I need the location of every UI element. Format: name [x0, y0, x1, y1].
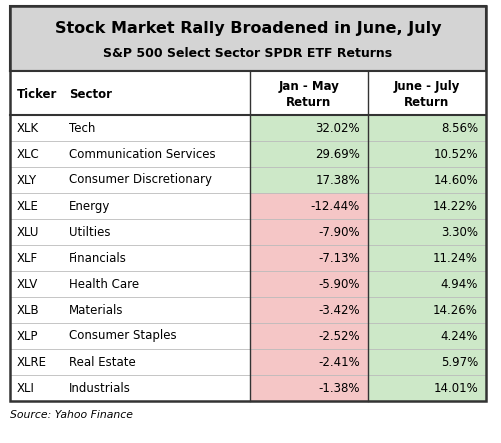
- Bar: [250, 219, 368, 245]
- Bar: [10, 6, 486, 71]
- Bar: [368, 115, 486, 141]
- Text: 10.52%: 10.52%: [433, 148, 478, 160]
- Bar: [368, 271, 486, 297]
- Bar: [10, 219, 250, 245]
- Bar: [10, 349, 250, 375]
- Bar: [10, 375, 250, 401]
- Text: Stock Market Rally Broadened in June, July: Stock Market Rally Broadened in June, Ju…: [55, 20, 441, 35]
- Text: XLV: XLV: [17, 277, 38, 291]
- Bar: [250, 193, 368, 219]
- Text: Jan - May
Return: Jan - May Return: [279, 79, 340, 109]
- Text: Ticker: Ticker: [17, 88, 58, 101]
- Text: 14.26%: 14.26%: [433, 303, 478, 316]
- Text: 14.01%: 14.01%: [433, 381, 478, 395]
- Bar: [250, 115, 368, 141]
- Bar: [250, 375, 368, 401]
- Bar: [368, 193, 486, 219]
- Text: Consumer Staples: Consumer Staples: [69, 330, 177, 342]
- Text: Industrials: Industrials: [69, 381, 131, 395]
- Bar: [368, 349, 486, 375]
- Text: XLK: XLK: [17, 121, 39, 135]
- Text: 8.56%: 8.56%: [441, 121, 478, 135]
- Text: June - July
Return: June - July Return: [394, 79, 460, 109]
- Text: -7.90%: -7.90%: [318, 225, 360, 238]
- Bar: [368, 167, 486, 193]
- Text: XLB: XLB: [17, 303, 40, 316]
- Text: Health Care: Health Care: [69, 277, 139, 291]
- Bar: [368, 245, 486, 271]
- Text: XLF: XLF: [17, 252, 38, 264]
- Bar: [368, 219, 486, 245]
- Bar: [368, 297, 486, 323]
- Text: 17.38%: 17.38%: [315, 174, 360, 187]
- Text: Energy: Energy: [69, 199, 110, 213]
- Bar: [250, 349, 368, 375]
- Text: XLC: XLC: [17, 148, 40, 160]
- Text: 3.30%: 3.30%: [441, 225, 478, 238]
- Bar: [10, 6, 486, 401]
- Bar: [10, 271, 250, 297]
- Text: 11.24%: 11.24%: [433, 252, 478, 264]
- Bar: [10, 71, 486, 115]
- Text: Sector: Sector: [69, 88, 112, 101]
- Text: Real Estate: Real Estate: [69, 355, 136, 369]
- Bar: [250, 141, 368, 167]
- Text: Consumer Discretionary: Consumer Discretionary: [69, 174, 212, 187]
- Text: Utilties: Utilties: [69, 225, 111, 238]
- Bar: [10, 193, 250, 219]
- Text: 32.02%: 32.02%: [315, 121, 360, 135]
- Text: Tech: Tech: [69, 121, 95, 135]
- Text: 29.69%: 29.69%: [315, 148, 360, 160]
- Text: S&P 500 Select Sector SPDR ETF Returns: S&P 500 Select Sector SPDR ETF Returns: [103, 47, 393, 59]
- Text: 4.94%: 4.94%: [440, 277, 478, 291]
- Bar: [250, 323, 368, 349]
- Text: -7.13%: -7.13%: [318, 252, 360, 264]
- Bar: [368, 375, 486, 401]
- Text: -12.44%: -12.44%: [311, 199, 360, 213]
- Bar: [10, 323, 250, 349]
- Text: 14.22%: 14.22%: [433, 199, 478, 213]
- Text: 4.24%: 4.24%: [440, 330, 478, 342]
- Bar: [250, 167, 368, 193]
- Text: 5.97%: 5.97%: [441, 355, 478, 369]
- Text: -1.38%: -1.38%: [319, 381, 360, 395]
- Bar: [10, 297, 250, 323]
- Text: -5.90%: -5.90%: [319, 277, 360, 291]
- Bar: [250, 271, 368, 297]
- Text: XLU: XLU: [17, 225, 40, 238]
- Bar: [10, 245, 250, 271]
- Bar: [10, 141, 250, 167]
- Text: Source: Yahoo Finance: Source: Yahoo Finance: [10, 410, 133, 420]
- Text: XLE: XLE: [17, 199, 39, 213]
- Text: Materials: Materials: [69, 303, 124, 316]
- Text: XLRE: XLRE: [17, 355, 47, 369]
- Bar: [368, 323, 486, 349]
- Bar: [250, 245, 368, 271]
- Text: -3.42%: -3.42%: [318, 303, 360, 316]
- Bar: [10, 167, 250, 193]
- Text: Financials: Financials: [69, 252, 127, 264]
- Text: XLP: XLP: [17, 330, 39, 342]
- Text: XLI: XLI: [17, 381, 35, 395]
- Text: XLY: XLY: [17, 174, 37, 187]
- Bar: [10, 115, 250, 141]
- Text: Communication Services: Communication Services: [69, 148, 215, 160]
- Text: -2.52%: -2.52%: [318, 330, 360, 342]
- Text: 14.60%: 14.60%: [433, 174, 478, 187]
- Bar: [250, 297, 368, 323]
- Text: -2.41%: -2.41%: [318, 355, 360, 369]
- Bar: [368, 141, 486, 167]
